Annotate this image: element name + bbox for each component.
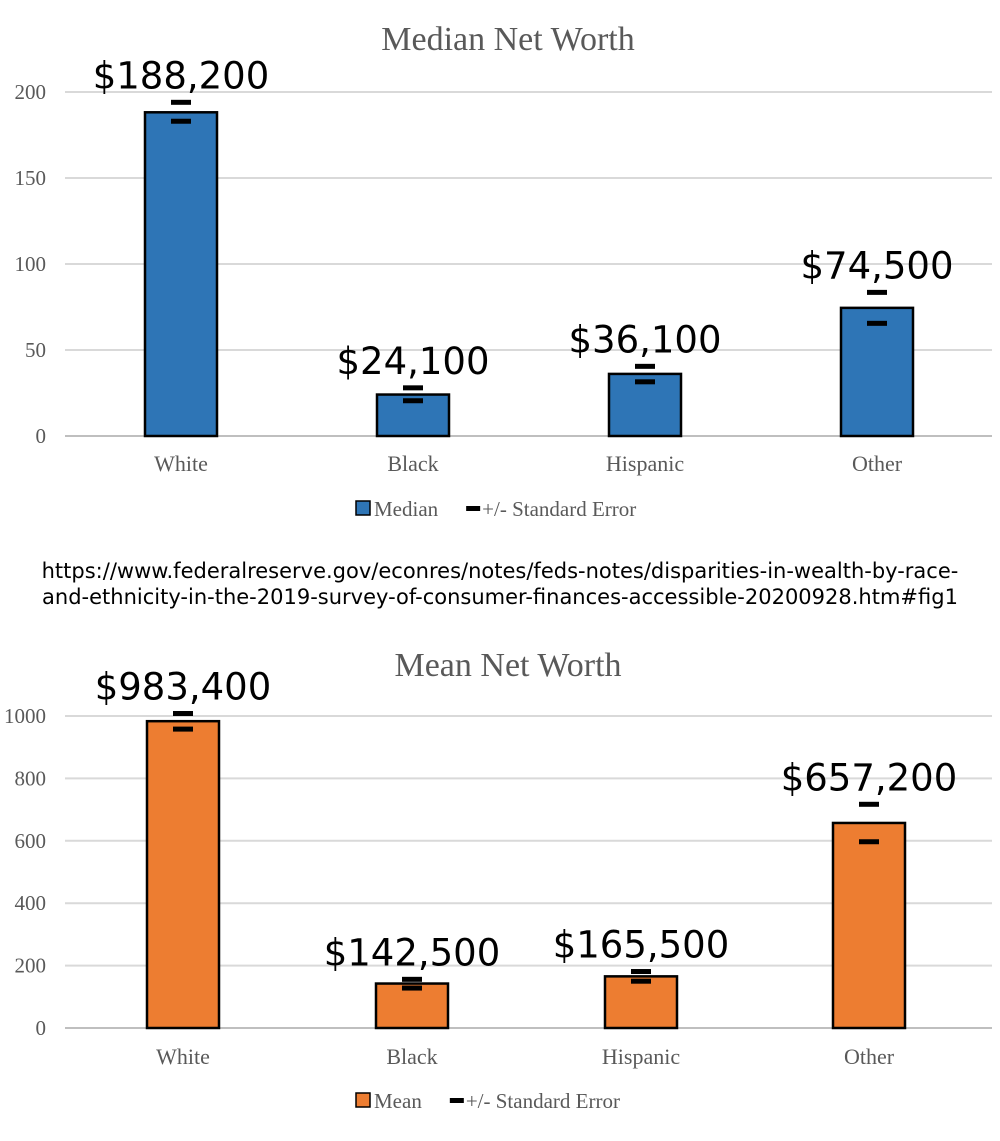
data-label: $983,400 [95, 666, 272, 709]
error-bar-cap [631, 969, 651, 975]
error-bar-cap [171, 118, 191, 124]
y-tick-label: 800 [15, 766, 47, 790]
error-bar-cap [403, 398, 423, 404]
error-bar-cap [859, 839, 879, 845]
error-bar-cap [173, 711, 193, 717]
data-label: $165,500 [553, 924, 730, 967]
x-category-label: Black [386, 1044, 437, 1069]
error-bar-cap [635, 379, 655, 385]
error-bar-cap [859, 801, 879, 807]
x-category-label: White [154, 451, 208, 476]
legend-swatch-error [466, 506, 481, 511]
median-net-worth-chart: Median Net Worth 0 50 100 150 200 $188,200 $24,… [15, 21, 992, 521]
legend: Mean +/- Standard Error [355, 1089, 620, 1113]
data-label: $188,200 [93, 54, 270, 97]
legend-label: +/- Standard Error [482, 497, 636, 521]
error-bar-cap [173, 726, 193, 732]
data-label: $142,500 [324, 931, 501, 974]
y-tick-label: 400 [15, 891, 47, 915]
error-bar-cap [402, 976, 422, 982]
error-bar-cap [403, 385, 423, 391]
error-bar-cap [635, 363, 655, 369]
x-category-label: Other [852, 451, 903, 476]
data-label: $24,100 [336, 340, 489, 383]
legend-label: Mean [374, 1089, 422, 1113]
source-url-line-1[interactable]: https://www.federalreserve.gov/econres/n… [42, 559, 959, 583]
error-bar-cap [867, 320, 887, 326]
data-label: $657,200 [781, 756, 958, 799]
data-label: $36,100 [568, 318, 721, 361]
legend-swatch-error [449, 1098, 464, 1103]
legend-label: Median [374, 497, 439, 521]
x-category-label: Black [387, 451, 438, 476]
y-tick-label: 50 [25, 338, 46, 362]
y-tick-label: 0 [36, 424, 47, 448]
legend-swatch-bar [355, 1092, 371, 1108]
chart-title: Mean Net Worth [394, 647, 621, 684]
y-tick-label: 200 [15, 80, 47, 104]
y-tick-label: 150 [15, 166, 47, 190]
error-bar-cap [631, 978, 651, 984]
bar-other [831, 821, 907, 1030]
bar-black [374, 982, 450, 1030]
y-tick-label: 1000 [4, 704, 46, 728]
mean-net-worth-chart: Mean Net Worth 0 200 400 600 800 1000 $983,400 $… [4, 647, 992, 1113]
legend-swatch-bar [355, 500, 371, 516]
error-bar-cap [402, 985, 422, 991]
x-category-label: Hispanic [606, 451, 684, 476]
x-category-label: White [156, 1044, 210, 1069]
y-tick-label: 200 [15, 954, 47, 978]
data-label: $74,500 [800, 244, 953, 287]
error-bar-cap [867, 289, 887, 295]
y-tick-label: 0 [36, 1016, 47, 1040]
bar-white [145, 719, 221, 1030]
x-category-label: Other [844, 1044, 895, 1069]
y-tick-label: 100 [15, 252, 47, 276]
legend: Median +/- Standard Error [355, 497, 636, 521]
bar-hispanic [603, 975, 679, 1030]
bar-white [143, 111, 219, 438]
y-tick-label: 600 [15, 829, 47, 853]
bar-other [839, 306, 915, 438]
x-category-label: Hispanic [602, 1044, 680, 1069]
chart-title: Median Net Worth [381, 21, 634, 58]
source-url-line-2[interactable]: and-ethnicity-in-the-2019-survey-of-cons… [42, 585, 958, 609]
bar-hispanic [607, 372, 683, 438]
legend-label: +/- Standard Error [466, 1089, 620, 1113]
error-bar-cap [171, 99, 191, 105]
